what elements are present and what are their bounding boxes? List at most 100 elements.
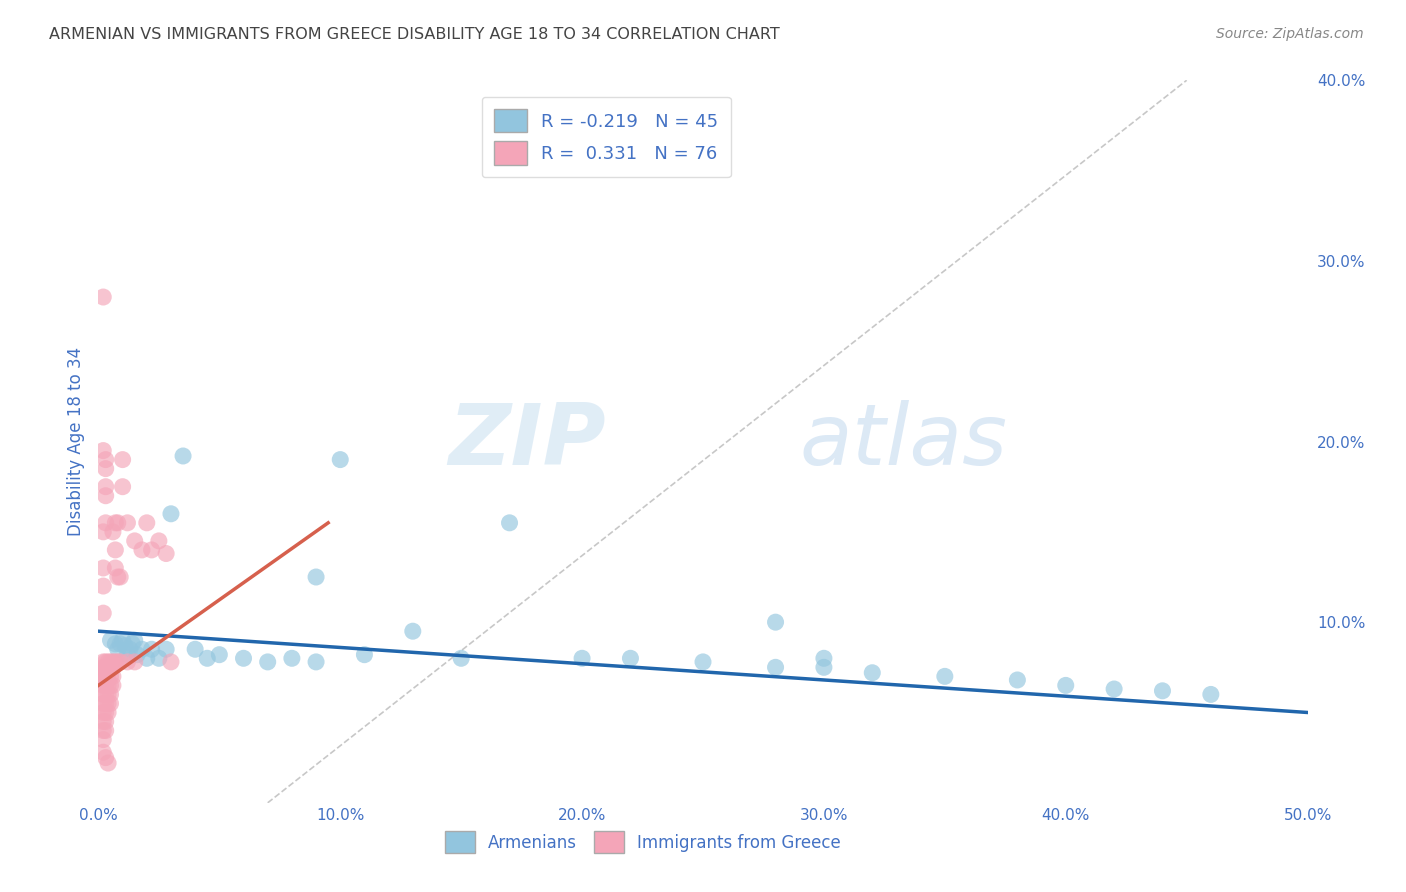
Point: [498, 516, 520, 530]
Point: [117, 655, 139, 669]
Point: [104, 561, 127, 575]
Point: [91, 561, 114, 575]
Point: [1054, 678, 1077, 692]
Point: [232, 651, 254, 665]
Point: [256, 655, 278, 669]
Point: [305, 570, 328, 584]
Point: [100, 678, 122, 692]
Point: [141, 642, 163, 657]
Point: [765, 660, 787, 674]
Point: [124, 633, 146, 648]
Point: [104, 542, 127, 557]
Point: [91, 669, 114, 683]
Point: [94, 697, 117, 711]
Point: [97, 673, 120, 687]
Point: [124, 655, 146, 669]
Point: [94, 516, 117, 530]
Point: [860, 665, 883, 680]
Point: [94, 452, 117, 467]
Point: [91, 714, 114, 729]
Point: [101, 660, 124, 674]
Point: [97, 655, 120, 669]
Point: [94, 660, 117, 674]
Point: [91, 678, 114, 692]
Point: [135, 651, 157, 665]
Point: [1007, 673, 1029, 687]
Point: [101, 524, 124, 539]
Text: ZIP: ZIP: [449, 400, 606, 483]
Point: [91, 723, 114, 738]
Point: [1152, 683, 1174, 698]
Point: [208, 648, 231, 662]
Point: [195, 651, 218, 665]
Point: [94, 480, 117, 494]
Point: [114, 639, 136, 653]
Point: [100, 697, 122, 711]
Point: [108, 570, 131, 584]
Legend: Armenians, Immigrants from Greece: Armenians, Immigrants from Greece: [437, 825, 848, 860]
Point: [104, 516, 127, 530]
Point: [91, 673, 114, 687]
Point: [91, 443, 114, 458]
Point: [94, 673, 117, 687]
Point: [571, 651, 593, 665]
Point: [94, 678, 117, 692]
Point: [91, 579, 114, 593]
Point: [91, 524, 114, 539]
Point: [1199, 687, 1222, 701]
Point: [148, 533, 170, 548]
Point: [111, 452, 134, 467]
Point: [118, 642, 141, 657]
Point: [97, 678, 120, 692]
Point: [934, 669, 956, 683]
Point: [97, 697, 120, 711]
Point: [91, 606, 114, 620]
Point: [104, 637, 127, 651]
Point: [124, 533, 146, 548]
Point: [1102, 681, 1125, 696]
Point: [91, 706, 114, 720]
Point: [329, 452, 352, 467]
Point: [91, 655, 114, 669]
Point: [117, 516, 139, 530]
Y-axis label: Disability Age 18 to 34: Disability Age 18 to 34: [66, 347, 84, 536]
Point: [121, 637, 143, 651]
Point: [353, 648, 375, 662]
Point: [100, 633, 122, 648]
Point: [97, 756, 120, 770]
Point: [94, 714, 117, 729]
Point: [104, 655, 127, 669]
Point: [111, 480, 134, 494]
Point: [155, 547, 177, 561]
Point: [97, 660, 120, 674]
Point: [160, 655, 183, 669]
Point: [97, 706, 120, 720]
Point: [91, 665, 114, 680]
Point: [131, 642, 153, 657]
Point: [107, 655, 129, 669]
Text: Source: ZipAtlas.com: Source: ZipAtlas.com: [1216, 27, 1364, 41]
Point: [305, 655, 328, 669]
Point: [765, 615, 787, 630]
Point: [100, 687, 122, 701]
Point: [619, 651, 641, 665]
Point: [97, 687, 120, 701]
Point: [94, 655, 117, 669]
Point: [141, 542, 163, 557]
Point: [97, 665, 120, 680]
Point: [101, 678, 124, 692]
Point: [94, 665, 117, 680]
Point: [94, 723, 117, 738]
Point: [184, 642, 207, 657]
Point: [94, 461, 117, 475]
Point: [100, 660, 122, 674]
Point: [108, 637, 131, 651]
Point: [813, 651, 835, 665]
Point: [94, 489, 117, 503]
Point: [813, 660, 835, 674]
Point: [100, 669, 122, 683]
Point: [107, 570, 129, 584]
Point: [281, 651, 304, 665]
Point: [107, 642, 129, 657]
Point: [155, 642, 177, 657]
